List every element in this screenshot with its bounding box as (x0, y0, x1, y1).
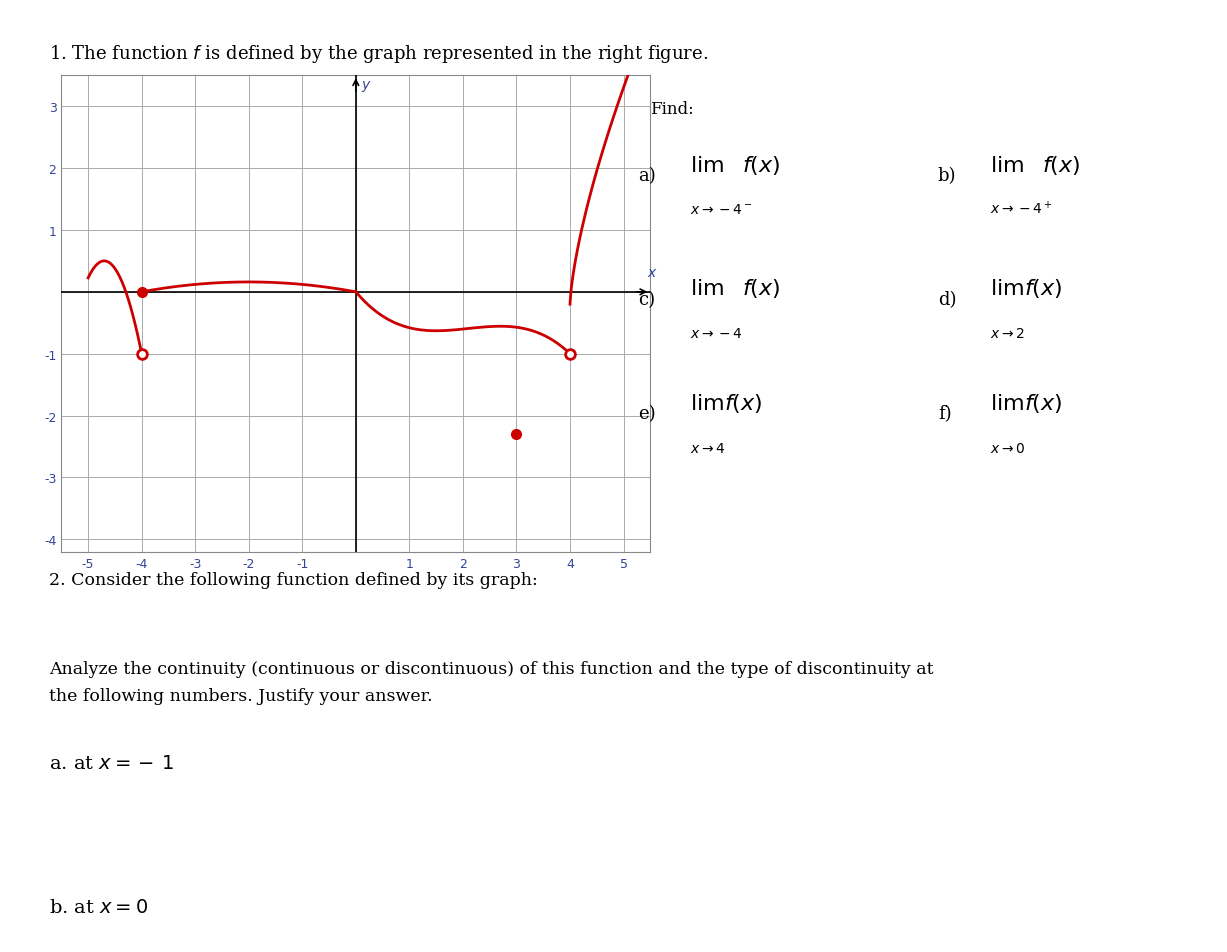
Text: x: x (648, 266, 656, 280)
Text: e): e) (638, 405, 655, 423)
Text: $x \to 0$: $x \to 0$ (990, 441, 1026, 455)
Text: $f(x)$: $f(x)$ (742, 153, 780, 176)
Text: a. at $x = -\,1$: a. at $x = -\,1$ (49, 754, 174, 772)
Text: 2. Consider the following function defined by its graph:: 2. Consider the following function defin… (49, 571, 537, 588)
Text: b. at $x = 0$: b. at $x = 0$ (49, 898, 148, 916)
Text: b): b) (937, 167, 956, 185)
Text: $x \to 2$: $x \to 2$ (990, 327, 1025, 341)
Text: $\lim f(x)$: $\lim f(x)$ (990, 391, 1063, 414)
Text: $f(x)$: $f(x)$ (1042, 153, 1080, 176)
Text: Analyze the continuity (continuous or discontinuous) of this function and the ty: Analyze the continuity (continuous or di… (49, 660, 934, 704)
Text: $\lim$: $\lim$ (990, 154, 1025, 176)
Text: Find:: Find: (649, 101, 693, 118)
Text: $x \to 4$: $x \to 4$ (690, 441, 725, 455)
Text: y: y (361, 77, 369, 91)
Text: $x \to -4^-$: $x \to -4^-$ (690, 203, 752, 217)
Text: f): f) (937, 405, 952, 423)
Text: d): d) (937, 290, 956, 308)
Text: $\lim f(x)$: $\lim f(x)$ (690, 391, 762, 414)
Text: $x \to -4^+$: $x \to -4^+$ (990, 200, 1053, 217)
Text: $x \to -4$: $x \to -4$ (690, 327, 742, 341)
Text: a): a) (638, 167, 655, 185)
Text: c): c) (638, 290, 655, 308)
Text: 1. The function $f$ is defined by the graph represented in the right figure.: 1. The function $f$ is defined by the gr… (49, 43, 708, 65)
Text: $\lim$: $\lim$ (690, 154, 724, 176)
Text: $\lim f(x)$: $\lim f(x)$ (990, 277, 1063, 300)
Text: $\lim$: $\lim$ (690, 278, 724, 300)
Text: $f(x)$: $f(x)$ (742, 277, 780, 300)
